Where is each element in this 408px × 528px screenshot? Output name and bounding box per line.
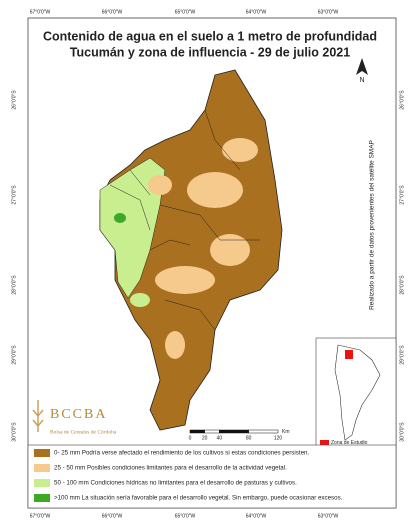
legend-label: 0- 25 mm Podría verse afectado el rendim…	[54, 450, 309, 457]
scale-unit: Km	[282, 429, 290, 435]
scale-segment	[189, 429, 205, 434]
legend-swatch	[34, 464, 50, 472]
logo: BCCBA Bolsa de Cereales de Córdoba	[32, 400, 117, 435]
coord-bottom: 64°0'0"W	[246, 513, 267, 519]
coord-bottom: 66°0'0"W	[102, 513, 123, 519]
svg-text:BCCBA: BCCBA	[50, 407, 107, 422]
inset-legend: Zona de Estudio	[331, 440, 368, 446]
title-line-1: Contenido de agua en el suelo a 1 metro …	[43, 29, 377, 43]
coord-top: 63°0'0"W	[318, 9, 339, 15]
scale-label: 80	[246, 435, 252, 441]
coord-left: 26°0'0"S	[11, 90, 17, 110]
coord-top: 66°0'0"W	[102, 9, 123, 15]
scale-segment	[204, 429, 220, 434]
north-label: N	[359, 77, 364, 84]
coord-top: 64°0'0"W	[246, 9, 267, 15]
legend-swatch	[34, 449, 50, 457]
coord-left: 27°0'0"S	[11, 185, 17, 205]
scale-label: 20	[202, 435, 208, 441]
coord-left: 30°0'0"S	[11, 422, 17, 442]
svg-text:Bolsa de Cereales de Córdoba: Bolsa de Cereales de Córdoba	[50, 429, 117, 435]
coord-bottom: 67°0'0"W	[30, 513, 51, 519]
scale-label: 120	[274, 435, 283, 441]
scale-label: 40	[217, 435, 223, 441]
coord-right: 26°0'0"S	[399, 90, 405, 110]
coord-right: 29°0'0"S	[399, 345, 405, 365]
source-note: Realizado a partir de datos provenientes…	[369, 140, 376, 310]
scale-segment	[248, 429, 279, 434]
coord-right: 27°0'0"S	[399, 185, 405, 205]
coord-left: 28°0'0"S	[11, 275, 17, 295]
coord-bottom: 65°0'0"W	[175, 513, 196, 519]
coord-right: 30°0'0"S	[399, 422, 405, 442]
scale-label: 0	[189, 435, 192, 441]
legend-box	[27, 444, 397, 509]
province-map	[99, 69, 283, 431]
legend-label: 50 - 100 mm Condiciones hídricas no limi…	[54, 480, 297, 487]
coord-right: 28°0'0"S	[399, 275, 405, 295]
inset-map: Zona de Estudio	[315, 337, 397, 449]
coord-bottom: 63°0'0"W	[318, 513, 339, 519]
title-line-2: Tucumán y zona de influencia - 29 de jul…	[70, 45, 350, 59]
legend-swatch	[34, 479, 50, 487]
scale-segment	[219, 429, 249, 434]
legend-swatch	[34, 494, 50, 502]
legend-label: >100 mm La situación sería favorable par…	[54, 495, 343, 502]
north-arrow	[356, 58, 368, 75]
coord-top: 65°0'0"W	[175, 9, 196, 15]
coord-top: 67°0'0"W	[30, 9, 51, 15]
coord-left: 29°0'0"S	[11, 345, 17, 365]
legend-label: 25 - 50 mm Posibles condiciones limitant…	[54, 465, 287, 472]
